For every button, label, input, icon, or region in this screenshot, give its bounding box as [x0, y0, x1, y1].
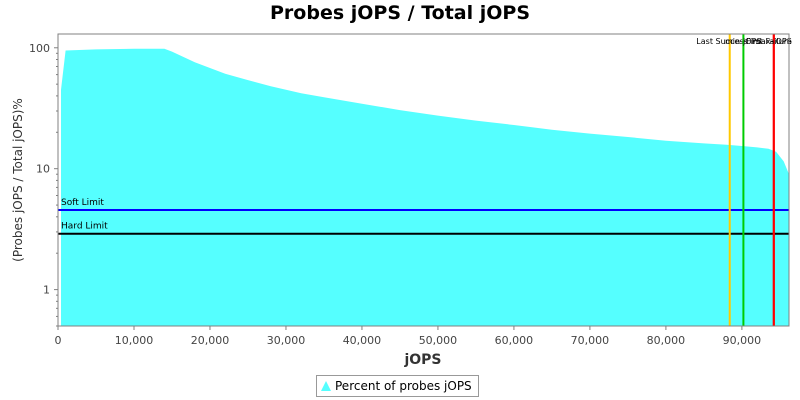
series-area-0 [61, 48, 789, 327]
x-tick-label-8: 80,000 [647, 334, 686, 347]
x-tick-label-7: 70,000 [571, 334, 610, 347]
x-axis-label: jOPS [403, 352, 441, 368]
x-tick-label-2: 20,000 [191, 334, 230, 347]
x-tick-label-0: 0 [55, 334, 62, 347]
y-tick-label-0: 1 [43, 284, 50, 297]
legend: Percent of probes jOPS [316, 375, 479, 397]
reference-label-3: min-jOPS [725, 37, 761, 46]
x-tick-label-9: 90,000 [723, 334, 762, 347]
x-tick-label-5: 50,000 [419, 334, 458, 347]
reference-label-2: Last Success [696, 37, 747, 46]
x-tick-label-1: 10,000 [115, 334, 154, 347]
reference-label-5: First Failure [746, 37, 792, 46]
reference-label-1: Hard Limit [61, 222, 108, 232]
chart-title: Probes jOPS / Total jOPS [270, 2, 530, 24]
x-tick-label-3: 30,000 [267, 334, 306, 347]
x-tick-label-4: 40,000 [343, 334, 382, 347]
legend-swatch-icon [321, 381, 331, 391]
x-tick-label-6: 60,000 [495, 334, 534, 347]
reference-label-4: max-jOPS [753, 37, 792, 46]
legend-label: Percent of probes jOPS [335, 379, 472, 393]
y-axis-label: (Probes jOPS / Total jOPS)% [11, 98, 25, 262]
reference-label-0: Soft Limit [61, 198, 104, 208]
y-tick-label-2: 100 [29, 42, 50, 55]
y-tick-label-1: 10 [36, 163, 50, 176]
